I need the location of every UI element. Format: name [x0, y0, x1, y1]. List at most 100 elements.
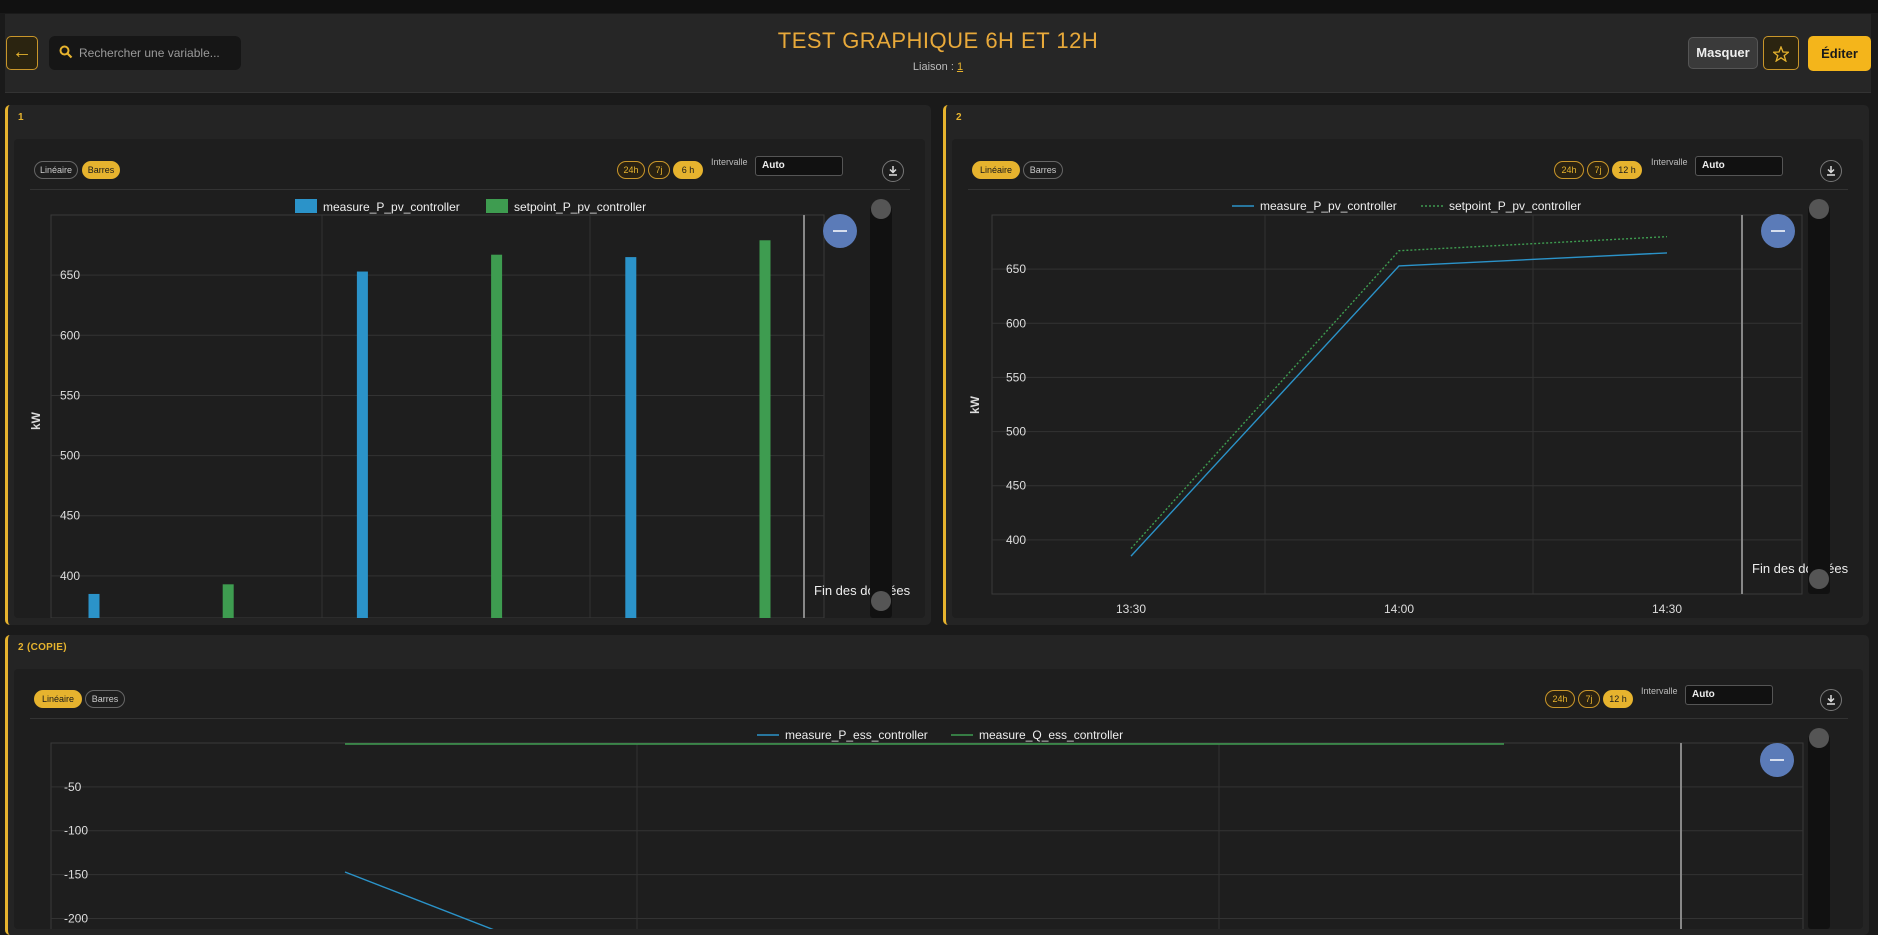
legend-swatch-setpoint — [486, 199, 508, 213]
y-tick-label: 650 — [1006, 262, 1026, 276]
legend-label-measure-q: measure_Q_ess_controller — [979, 728, 1123, 742]
legend-label-setpoint: setpoint_P_pv_controller — [1449, 199, 1581, 213]
variable-search[interactable] — [49, 36, 241, 70]
legend-label-measure: measure_P_pv_controller — [1260, 199, 1397, 213]
toolbar-divider — [968, 189, 1848, 190]
download-button[interactable] — [1820, 689, 1842, 711]
mode-linear-button[interactable]: Linéaire — [972, 161, 1020, 179]
x-tick-label: 14:30 — [1652, 602, 1682, 616]
y-tick-label: -50 — [64, 780, 82, 794]
chart-grid — [991, 214, 1803, 595]
liaison-info: Liaison : 1 — [5, 61, 1871, 73]
series-line — [1130, 252, 1668, 557]
line-chart: 400 450 500 550 600 650 13:30 14:00 14:30 kW mea… — [968, 199, 1849, 616]
bar — [491, 254, 503, 618]
range-12h-button[interactable]: 12 h — [1612, 161, 1642, 179]
search-input[interactable] — [79, 36, 237, 70]
chart-grid — [50, 214, 825, 618]
legend-label-measure-p: measure_P_ess_controller — [785, 728, 928, 742]
y-tick-label: -100 — [64, 824, 88, 838]
interval-label: Intervalle — [711, 157, 748, 167]
line-chart: -50 -100 -150 -200 measure_P_ess_controller… — [50, 728, 1830, 929]
plot-area — [50, 214, 825, 618]
edit-button[interactable]: Éditer — [1808, 36, 1871, 71]
interval-select[interactable]: Auto — [755, 156, 843, 176]
y-tick-label: 550 — [1006, 370, 1026, 384]
legend-swatch-measure — [295, 199, 317, 213]
y-tick-label: 650 — [60, 268, 80, 282]
scrollbar-handle-top[interactable] — [1809, 199, 1829, 219]
scrollbar-handle-top[interactable] — [1809, 728, 1829, 748]
favorite-button[interactable] — [1763, 36, 1799, 70]
interval-select[interactable]: Auto — [1695, 156, 1783, 176]
chart-card: Linéaire Barres 24h 7j 12 h Intervalle A… — [952, 139, 1863, 618]
download-icon — [1827, 166, 1835, 176]
panel-title: 2 — [956, 112, 962, 123]
y-axis-label: kW — [29, 411, 43, 430]
download-icon — [1827, 695, 1835, 705]
y-tick-label: 400 — [60, 569, 80, 583]
panel-title: 1 — [18, 112, 24, 123]
download-button[interactable] — [882, 160, 904, 182]
zoom-scrollbar[interactable] — [1808, 736, 1830, 929]
range-24h-button[interactable]: 24h — [1545, 690, 1575, 708]
range-6h-button[interactable]: 6 h — [673, 161, 703, 179]
y-tick-label: 600 — [1006, 316, 1026, 330]
mode-bars-button[interactable]: Barres — [82, 161, 120, 179]
end-of-data-label: Fin des données — [1752, 561, 1849, 576]
y-tick-label: 450 — [60, 509, 80, 523]
range-12h-button[interactable]: 12 h — [1603, 690, 1633, 708]
series-line — [344, 871, 494, 929]
chart-panel-1: 1 Linéaire Barres 24h 7j 6 h Intervalle … — [5, 105, 931, 625]
y-tick-label: 450 — [1006, 479, 1026, 493]
interval-label: Intervalle — [1641, 686, 1678, 696]
masquer-button[interactable]: Masquer — [1688, 37, 1758, 69]
download-icon — [889, 166, 897, 176]
plot-area — [50, 742, 1804, 929]
liaison-link[interactable]: 1 — [956, 61, 964, 73]
bar — [759, 240, 771, 618]
x-tick-label: 13:30 — [1116, 602, 1146, 616]
scrollbar-handle-bottom[interactable] — [871, 591, 891, 611]
range-7j-button[interactable]: 7j — [648, 161, 670, 179]
mode-bars-button[interactable]: Barres — [1023, 161, 1063, 179]
panel-title: 2 (COPIE) — [18, 642, 67, 653]
y-tick-label: 500 — [1006, 425, 1026, 439]
chart-panel-3: 2 (COPIE) Linéaire Barres 24h 7j 12 h In… — [5, 635, 1869, 935]
y-tick-label: 500 — [60, 449, 80, 463]
zoom-scrollbar[interactable] — [870, 207, 892, 618]
chart-grid — [50, 742, 1804, 929]
interval-label: Intervalle — [1651, 157, 1688, 167]
legend-label-setpoint: setpoint_P_pv_controller — [514, 200, 646, 214]
download-button[interactable] — [1820, 160, 1842, 182]
y-tick-label: 550 — [60, 388, 80, 402]
range-7j-button[interactable]: 7j — [1587, 161, 1609, 179]
interval-select[interactable]: Auto — [1685, 685, 1773, 705]
bar — [356, 271, 368, 618]
end-of-data-label: Fin des données — [814, 583, 911, 598]
range-24h-button[interactable]: 24h — [1554, 161, 1584, 179]
scrollbar-handle-bottom[interactable] — [1809, 569, 1829, 589]
x-tick-label: 14:00 — [1384, 602, 1414, 616]
zoom-scrollbar[interactable] — [1808, 207, 1830, 594]
back-button[interactable]: ← — [6, 36, 38, 70]
plot-area — [991, 214, 1803, 595]
chart-card: Linéaire Barres 24h 7j 12 h Intervalle A… — [14, 669, 1863, 929]
range-7j-button[interactable]: 7j — [1578, 690, 1600, 708]
mode-linear-button[interactable]: Linéaire — [34, 690, 82, 708]
scrollbar-handle-top[interactable] — [871, 199, 891, 219]
mode-bars-button[interactable]: Barres — [85, 690, 125, 708]
y-tick-label: 400 — [1006, 533, 1026, 547]
arrow-left-icon: ← — [12, 41, 32, 63]
range-24h-button[interactable]: 24h — [617, 161, 645, 179]
y-tick-label: -150 — [64, 868, 88, 882]
bar-chart: 400 450 500 550 600 650 kW measure_P_pv_contr… — [29, 199, 911, 618]
liaison-label: Liaison : — [912, 61, 954, 73]
mode-linear-button[interactable]: Linéaire — [34, 161, 78, 179]
chart-panel-2: 2 Linéaire Barres 24h 7j 12 h Intervalle… — [943, 105, 1869, 625]
series-line — [1130, 235, 1668, 549]
legend-label-measure: measure_P_pv_controller — [323, 200, 460, 214]
search-icon — [59, 45, 73, 59]
y-axis-label: kW — [968, 395, 982, 414]
toolbar-divider — [30, 189, 910, 190]
